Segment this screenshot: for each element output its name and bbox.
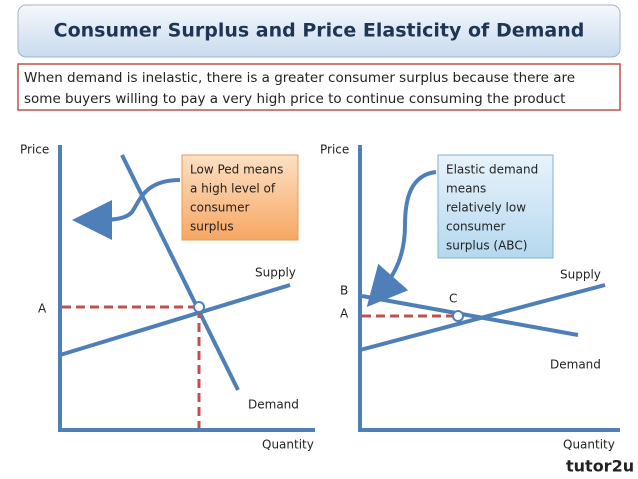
demand-label: Demand	[550, 358, 601, 372]
c-label: C	[449, 292, 457, 306]
callout-line: relatively low	[446, 201, 526, 215]
intro-line: When demand is inelastic, there is a gre…	[24, 70, 575, 86]
callout-line: consumer	[446, 220, 505, 234]
intro-line: some buyers willing to pay a very high p…	[24, 91, 565, 107]
equilibrium	[452, 310, 464, 322]
price-label: A	[38, 302, 47, 316]
supply-label: Supply	[560, 268, 601, 282]
price-label: A	[340, 307, 349, 321]
callout-line: Elastic demand	[446, 163, 538, 177]
left-dashes	[62, 305, 201, 428]
callout-box	[437, 154, 554, 259]
y-axis-label: Price	[320, 143, 349, 157]
supply-label: Supply	[255, 266, 296, 280]
title-box	[17, 4, 621, 58]
b-label: B	[340, 284, 348, 298]
x-axis-label: Quantity	[563, 438, 615, 452]
callout-arrow	[72, 178, 181, 240]
equilibrium	[193, 301, 205, 313]
callout-line: surplus (ABC)	[446, 239, 527, 253]
callout-line: means	[446, 182, 486, 196]
logo: tutor2u	[566, 457, 634, 476]
callout-line: a high level of	[190, 182, 276, 196]
x-axis-label: Quantity	[262, 438, 314, 452]
demand-label: Demand	[248, 398, 299, 412]
callout-text: Elastic demand means relatively low consume…	[446, 163, 538, 253]
intro-box	[17, 63, 621, 111]
callout-text: Low Ped means a high level of consumer surp…	[190, 163, 283, 234]
callout-arrow	[366, 170, 437, 308]
callout-line: consumer	[190, 201, 249, 215]
callout-line: Low Ped means	[190, 163, 283, 177]
y-axis-label: Price	[20, 143, 49, 157]
callout-line: surplus	[190, 220, 234, 234]
title: Consumer Surplus and Price Elasticity of…	[54, 20, 585, 42]
callout-box	[181, 154, 299, 241]
